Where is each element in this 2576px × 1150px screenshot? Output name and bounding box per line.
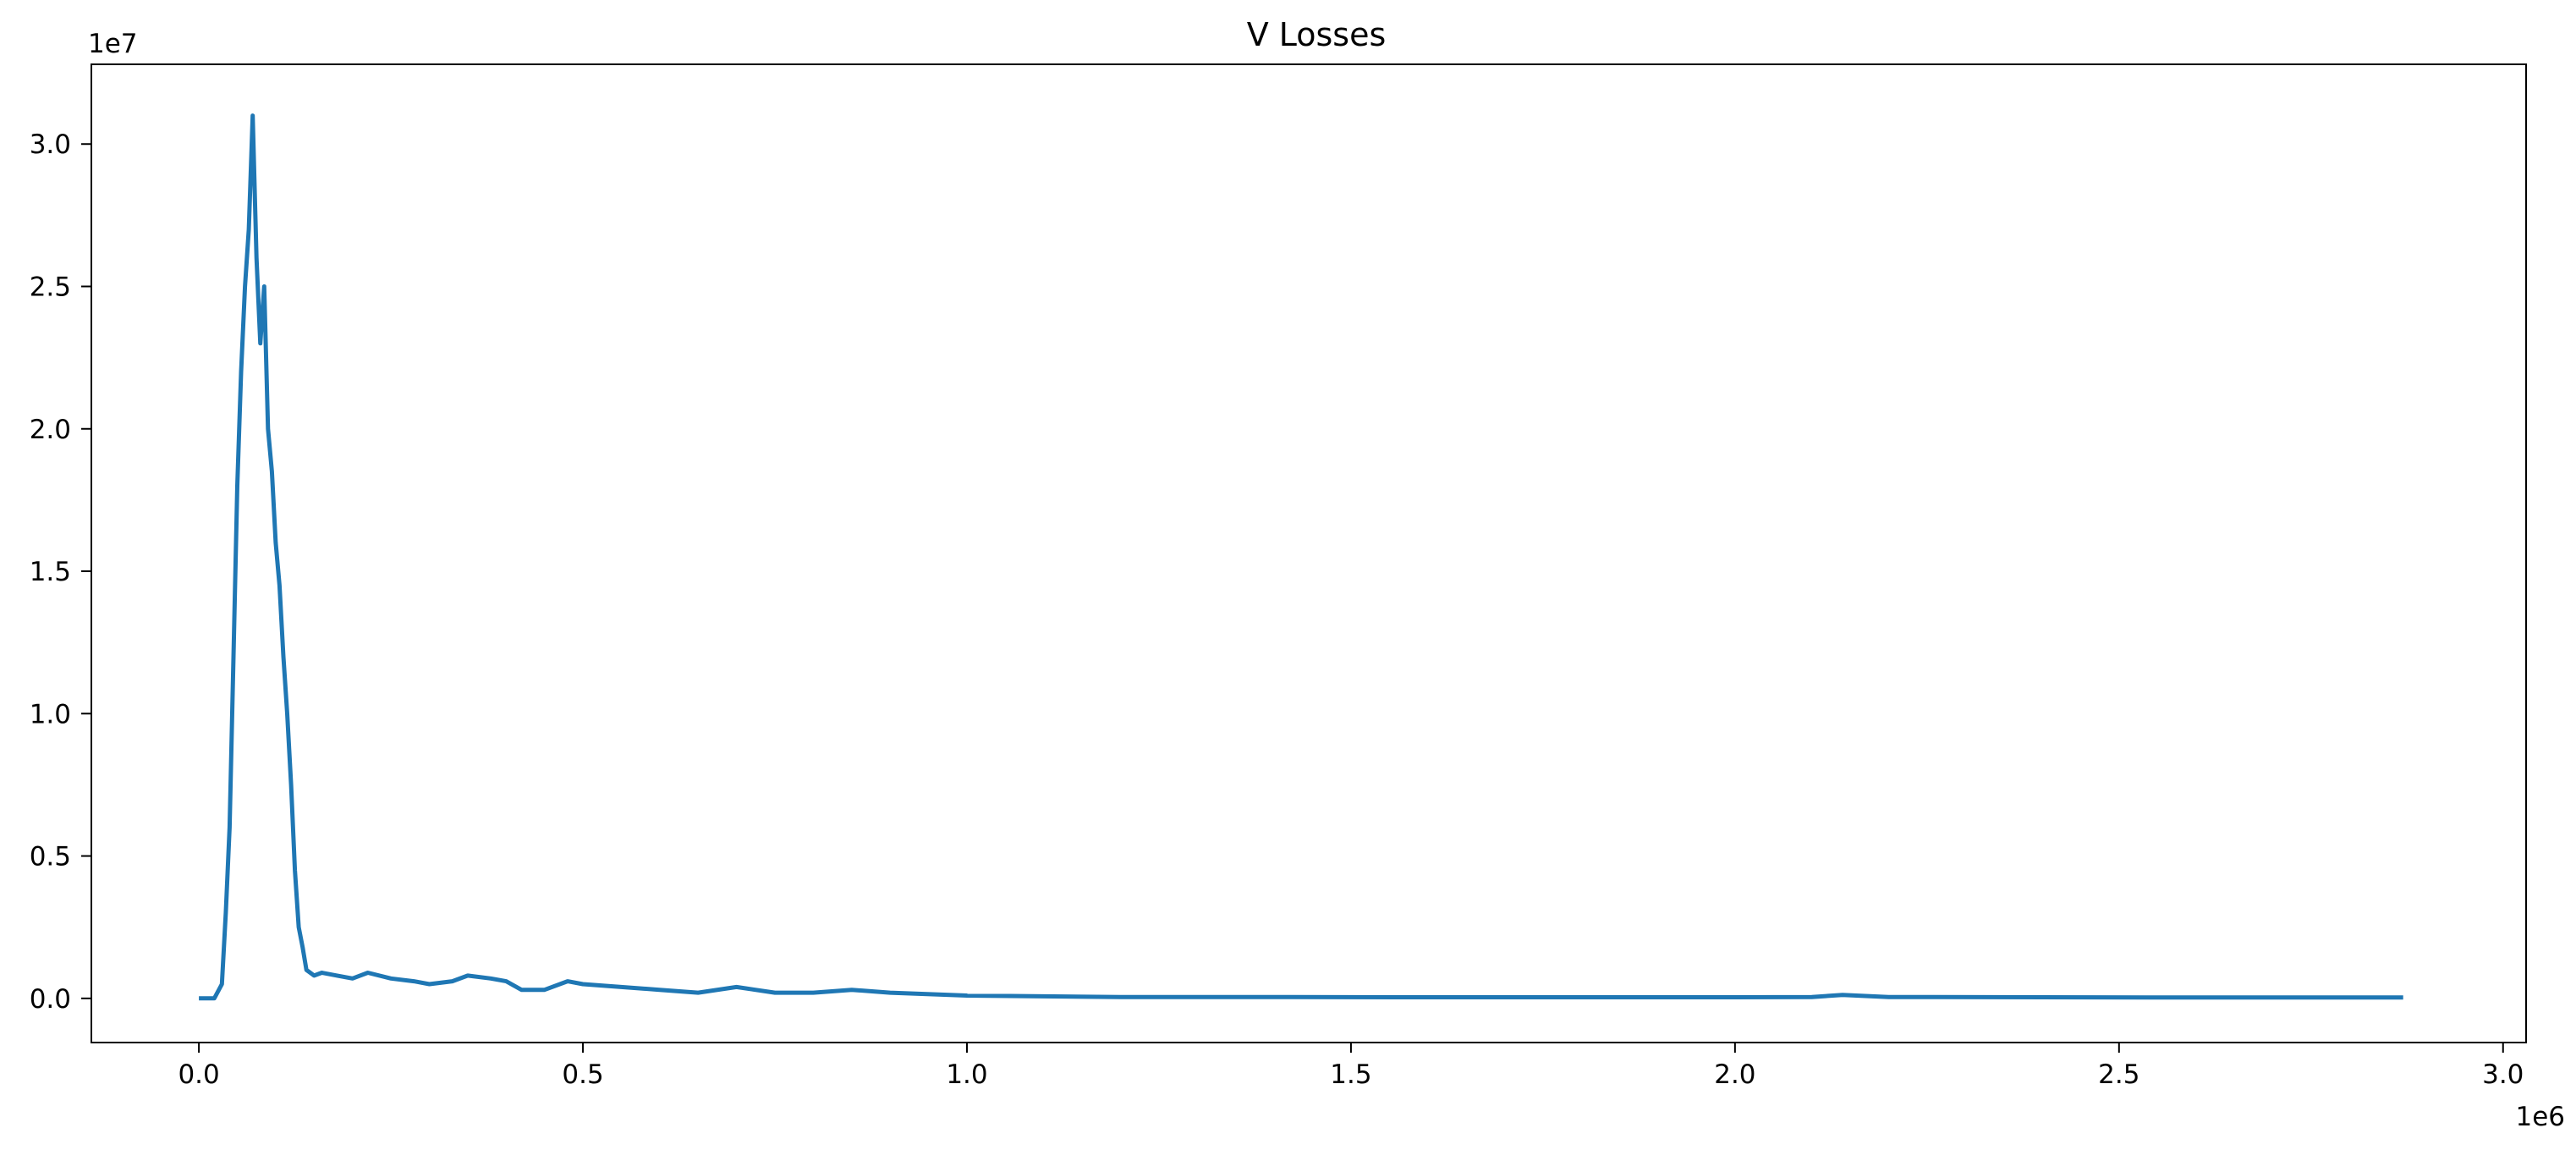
series-layer [199, 113, 2403, 1001]
axis-ticks: 0.0 0.5 1.0 1.5 2.0 2.5 3.0 0.0 0.5 1.0 1.5 2.0 2.5 3… [30, 129, 2524, 1090]
x-tick-label: 1.0 [946, 1059, 987, 1090]
x-offset-label: 1e6 [2515, 1102, 2565, 1132]
chart-title: V Losses [1247, 16, 1387, 53]
plot-frame [91, 63, 2527, 1043]
x-tick-label: 0.5 [562, 1059, 603, 1090]
x-tick-label: 1.5 [1330, 1059, 1371, 1090]
y-tick-label: 2.0 [30, 415, 71, 445]
x-tick-label: 2.5 [2098, 1059, 2139, 1090]
x-tick-label: 2.0 [1714, 1059, 1755, 1090]
y-tick-label: 0.5 [30, 842, 71, 872]
y-tick-label: 2.5 [30, 272, 71, 302]
y-tick-label: 1.5 [30, 557, 71, 587]
y-tick-label: 3.0 [30, 129, 71, 160]
y-tick-label: 0.0 [30, 984, 71, 1015]
x-tick-label: 0.0 [178, 1059, 219, 1090]
series-line-0 [199, 113, 2403, 1001]
x-tick-label: 3.0 [2482, 1059, 2524, 1090]
y-tick-label: 1.0 [30, 699, 71, 729]
y-offset-label: 1e7 [88, 29, 138, 59]
